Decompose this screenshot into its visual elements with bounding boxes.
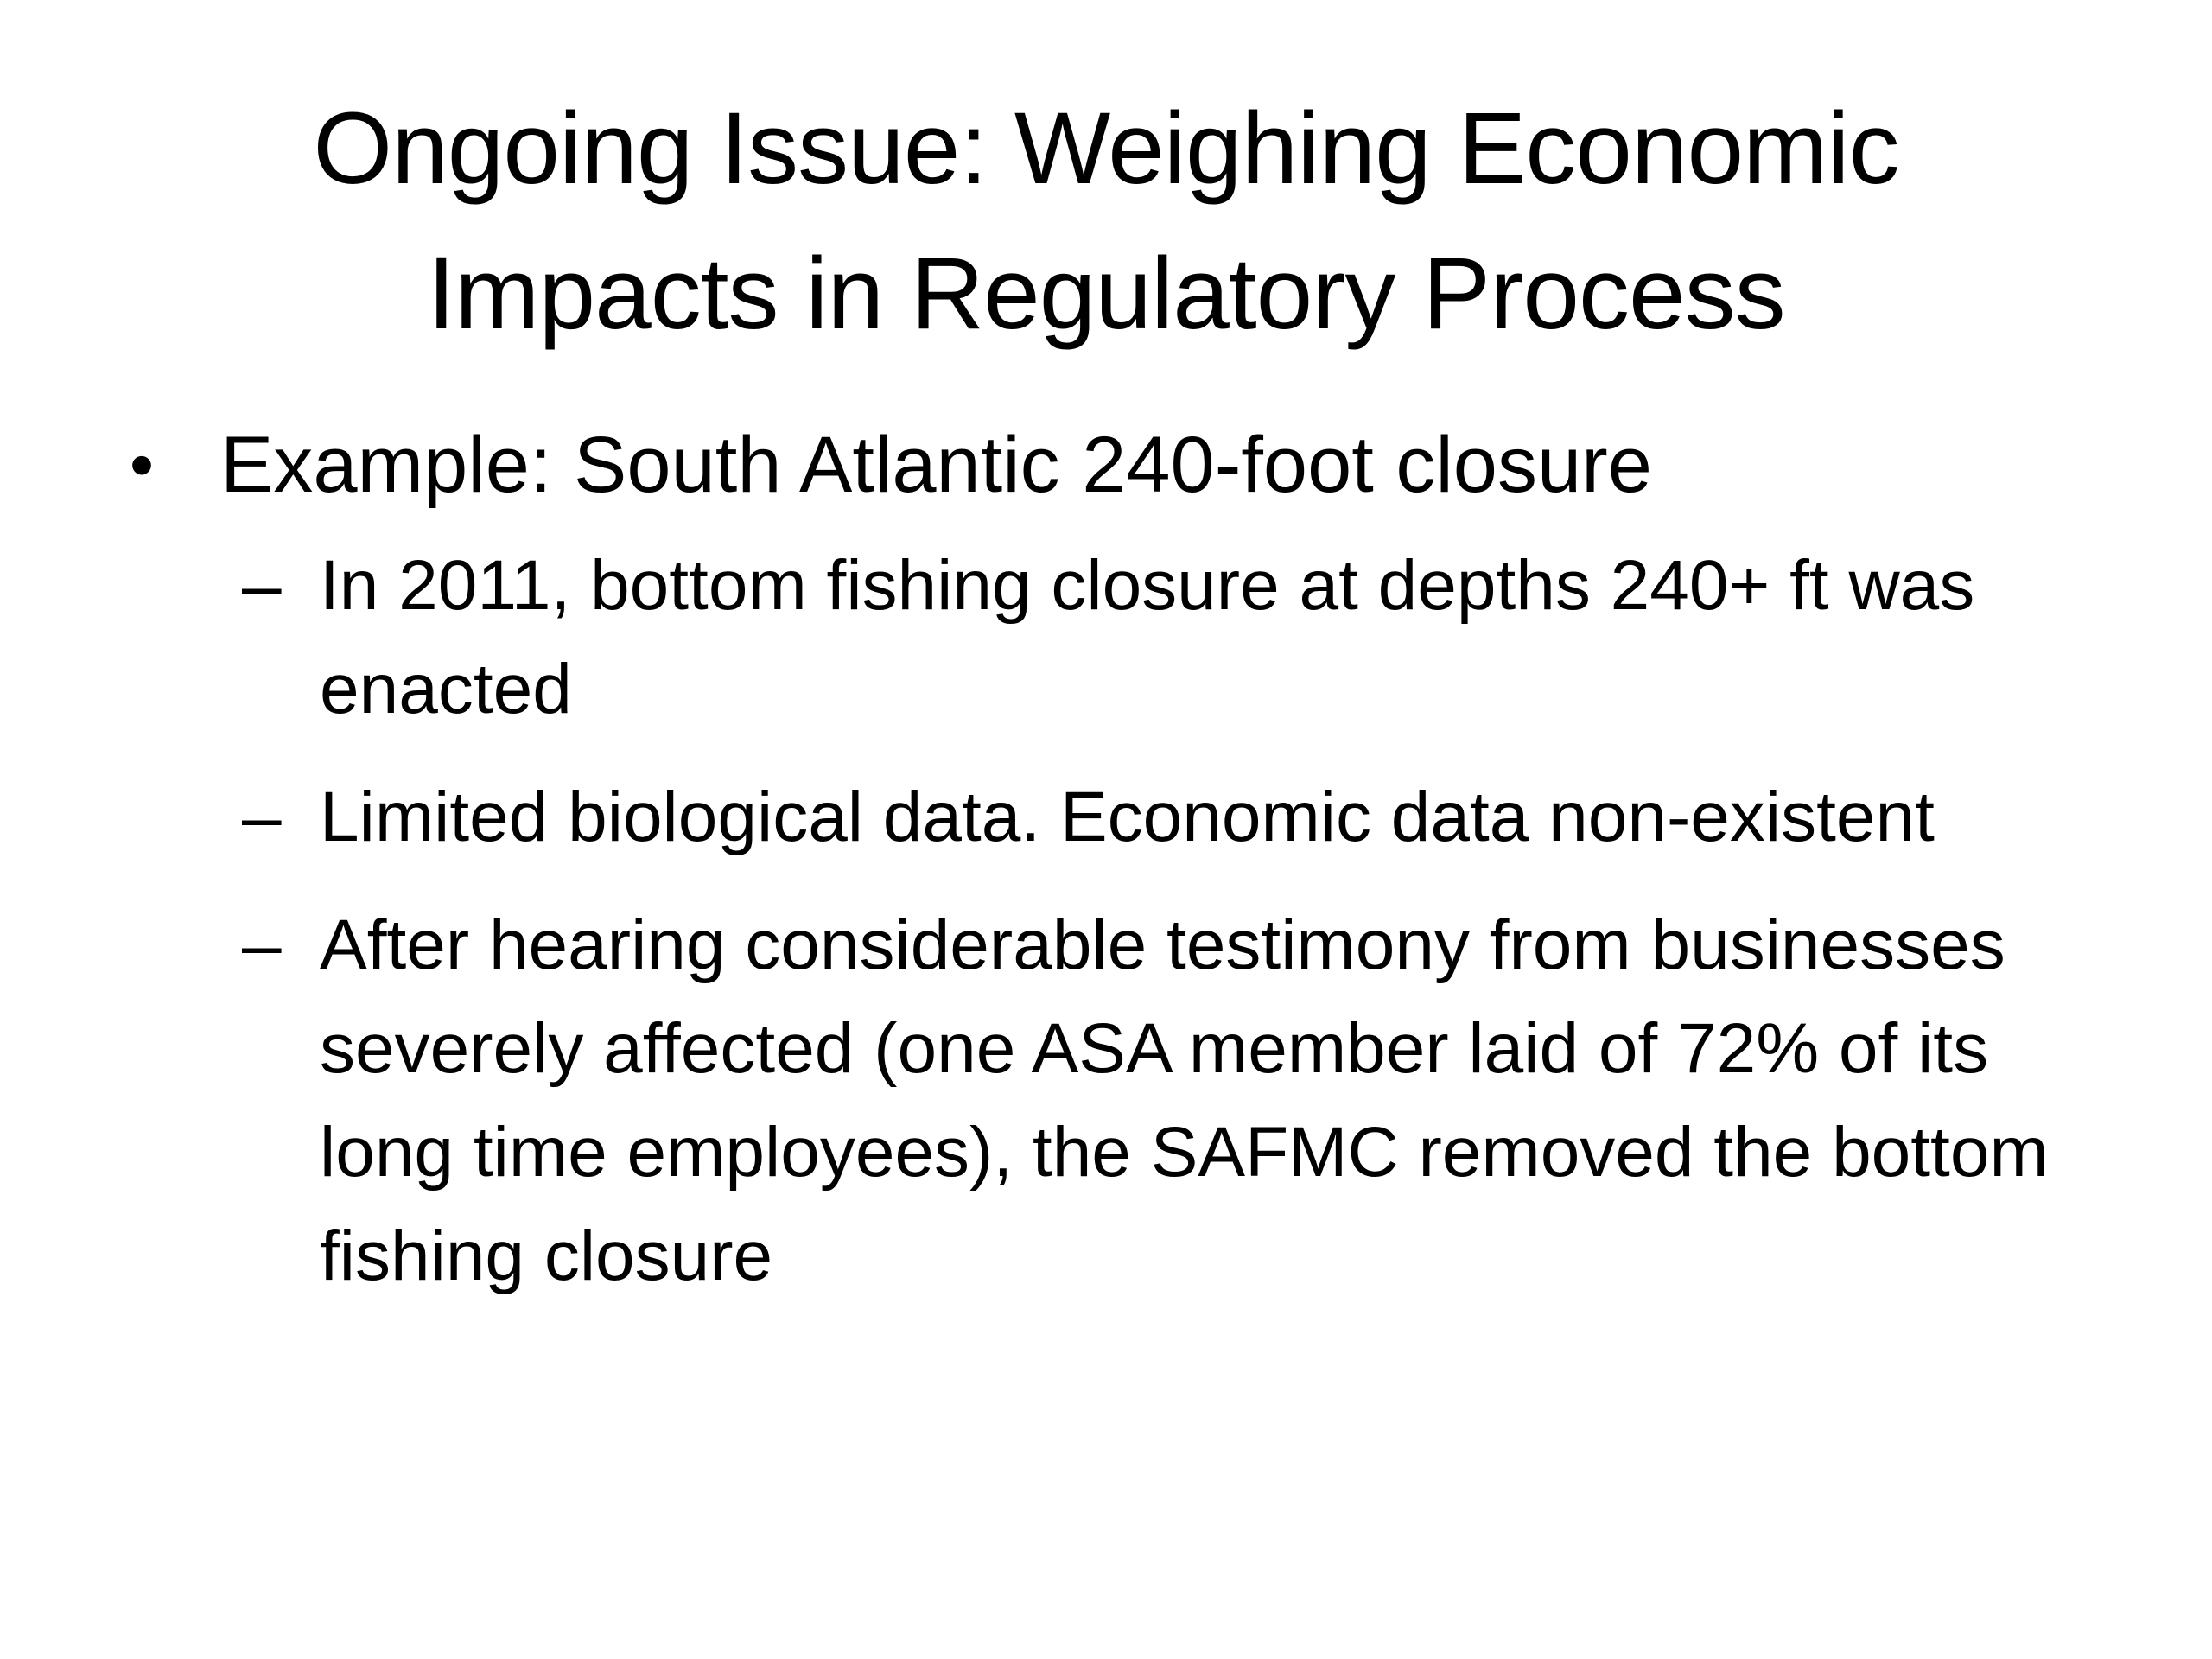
sub-bullet-text: Limited biological data. Economic data n… bbox=[320, 778, 1935, 856]
bullet-point-icon: • bbox=[130, 426, 155, 503]
main-bullet: • Example: South Atlantic 240-foot closu… bbox=[130, 413, 2082, 517]
main-bullet-text: Example: South Atlantic 240-foot closure bbox=[220, 421, 1652, 509]
dash-icon: – bbox=[242, 546, 282, 625]
sub-bullet-closure-removed: – After hearing considerable testimony f… bbox=[242, 893, 2082, 1308]
sub-bullet-text: After hearing considerable testimony fro… bbox=[320, 906, 2049, 1295]
slide-content: • Example: South Atlantic 240-foot closu… bbox=[130, 413, 2082, 1332]
sub-bullet-2011-closure: – In 2011, bottom fishing closure at dep… bbox=[242, 534, 2082, 741]
dash-icon: – bbox=[242, 778, 282, 856]
sub-bullet-text: In 2011, bottom fishing closure at depth… bbox=[320, 546, 1975, 728]
sub-bullet-limited-data: – Limited biological data. Economic data… bbox=[242, 766, 2082, 869]
sub-bullet-list: – In 2011, bottom fishing closure at dep… bbox=[130, 534, 2082, 1308]
dash-icon: – bbox=[242, 906, 282, 984]
slide-title: Ongoing Issue: Weighing Economic Impacts… bbox=[313, 92, 1899, 351]
